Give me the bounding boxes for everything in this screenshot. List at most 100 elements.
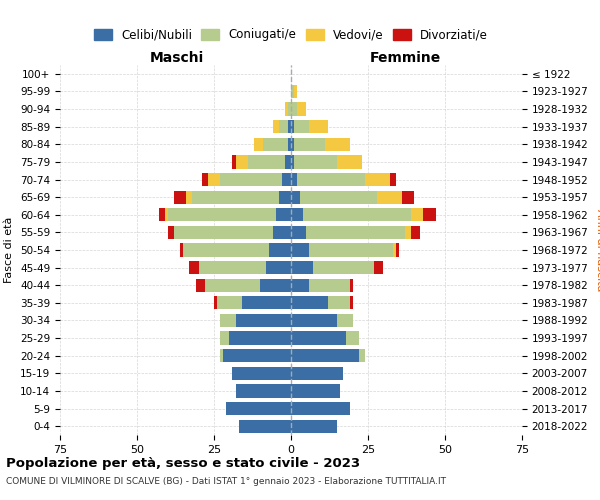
Bar [220,314,236,327]
Bar [402,190,414,204]
Bar [190,261,199,274]
Bar [350,296,353,310]
Legend: Celibi/Nubili, Coniugati/e, Vedovi/e, Divorziati/e: Celibi/Nubili, Coniugati/e, Vedovi/e, Di… [94,28,488,42]
Bar [291,332,346,344]
Bar [291,366,343,380]
Bar [310,244,392,256]
Bar [294,120,310,134]
Bar [291,85,294,98]
Bar [300,190,377,204]
Bar [226,402,291,415]
Bar [214,296,217,310]
Text: Popolazione per età, sesso e stato civile - 2023: Popolazione per età, sesso e stato civil… [6,458,360,470]
Bar [294,156,337,168]
Bar [411,226,421,239]
Bar [374,261,383,274]
Bar [294,138,325,151]
Bar [307,226,405,239]
Bar [288,120,291,134]
Bar [291,208,304,222]
Bar [263,138,288,151]
Bar [272,226,291,239]
Bar [248,156,285,168]
Bar [239,420,291,433]
Bar [350,278,353,292]
Bar [278,120,288,134]
Bar [291,349,359,362]
Bar [180,244,183,256]
Bar [304,208,411,222]
Bar [168,226,174,239]
Bar [291,402,350,415]
Bar [278,190,291,204]
Bar [297,102,307,116]
Bar [328,296,350,310]
Bar [186,190,193,204]
Bar [202,173,208,186]
Bar [291,314,337,327]
Bar [424,208,436,222]
Bar [288,102,291,116]
Text: COMUNE DI VILMINORE DI SCALVE (BG) - Dati ISTAT 1° gennaio 2023 - Elaborazione T: COMUNE DI VILMINORE DI SCALVE (BG) - Dat… [6,478,446,486]
Bar [285,156,291,168]
Bar [291,420,337,433]
Bar [205,278,260,292]
Bar [297,173,365,186]
Bar [291,102,297,116]
Bar [291,261,313,274]
Y-axis label: Fasce di età: Fasce di età [4,217,14,283]
Bar [275,208,291,222]
Bar [285,102,288,116]
Bar [232,366,291,380]
Bar [337,314,353,327]
Bar [220,332,229,344]
Bar [168,208,275,222]
Bar [291,156,294,168]
Bar [183,244,269,256]
Bar [359,349,365,362]
Bar [396,244,399,256]
Bar [291,138,294,151]
Bar [291,226,307,239]
Bar [337,156,362,168]
Bar [272,120,278,134]
Bar [260,278,291,292]
Bar [236,156,248,168]
Bar [269,244,291,256]
Bar [236,314,291,327]
Bar [217,296,242,310]
Bar [294,85,297,98]
Bar [291,278,310,292]
Bar [310,120,328,134]
Bar [313,261,374,274]
Bar [291,384,340,398]
Bar [165,208,168,222]
Bar [392,244,396,256]
Bar [377,190,402,204]
Bar [288,138,291,151]
Bar [220,349,223,362]
Text: Femmine: Femmine [370,51,440,65]
Bar [232,156,236,168]
Bar [174,226,272,239]
Bar [158,208,165,222]
Bar [193,190,278,204]
Bar [365,173,389,186]
Bar [411,208,424,222]
Bar [291,244,310,256]
Bar [208,173,220,186]
Bar [196,278,205,292]
Bar [291,190,300,204]
Bar [282,173,291,186]
Bar [242,296,291,310]
Bar [266,261,291,274]
Text: Maschi: Maschi [150,51,204,65]
Bar [389,173,396,186]
Bar [229,332,291,344]
Bar [199,261,266,274]
Bar [346,332,359,344]
Bar [325,138,350,151]
Bar [223,349,291,362]
Bar [220,173,282,186]
Bar [405,226,411,239]
